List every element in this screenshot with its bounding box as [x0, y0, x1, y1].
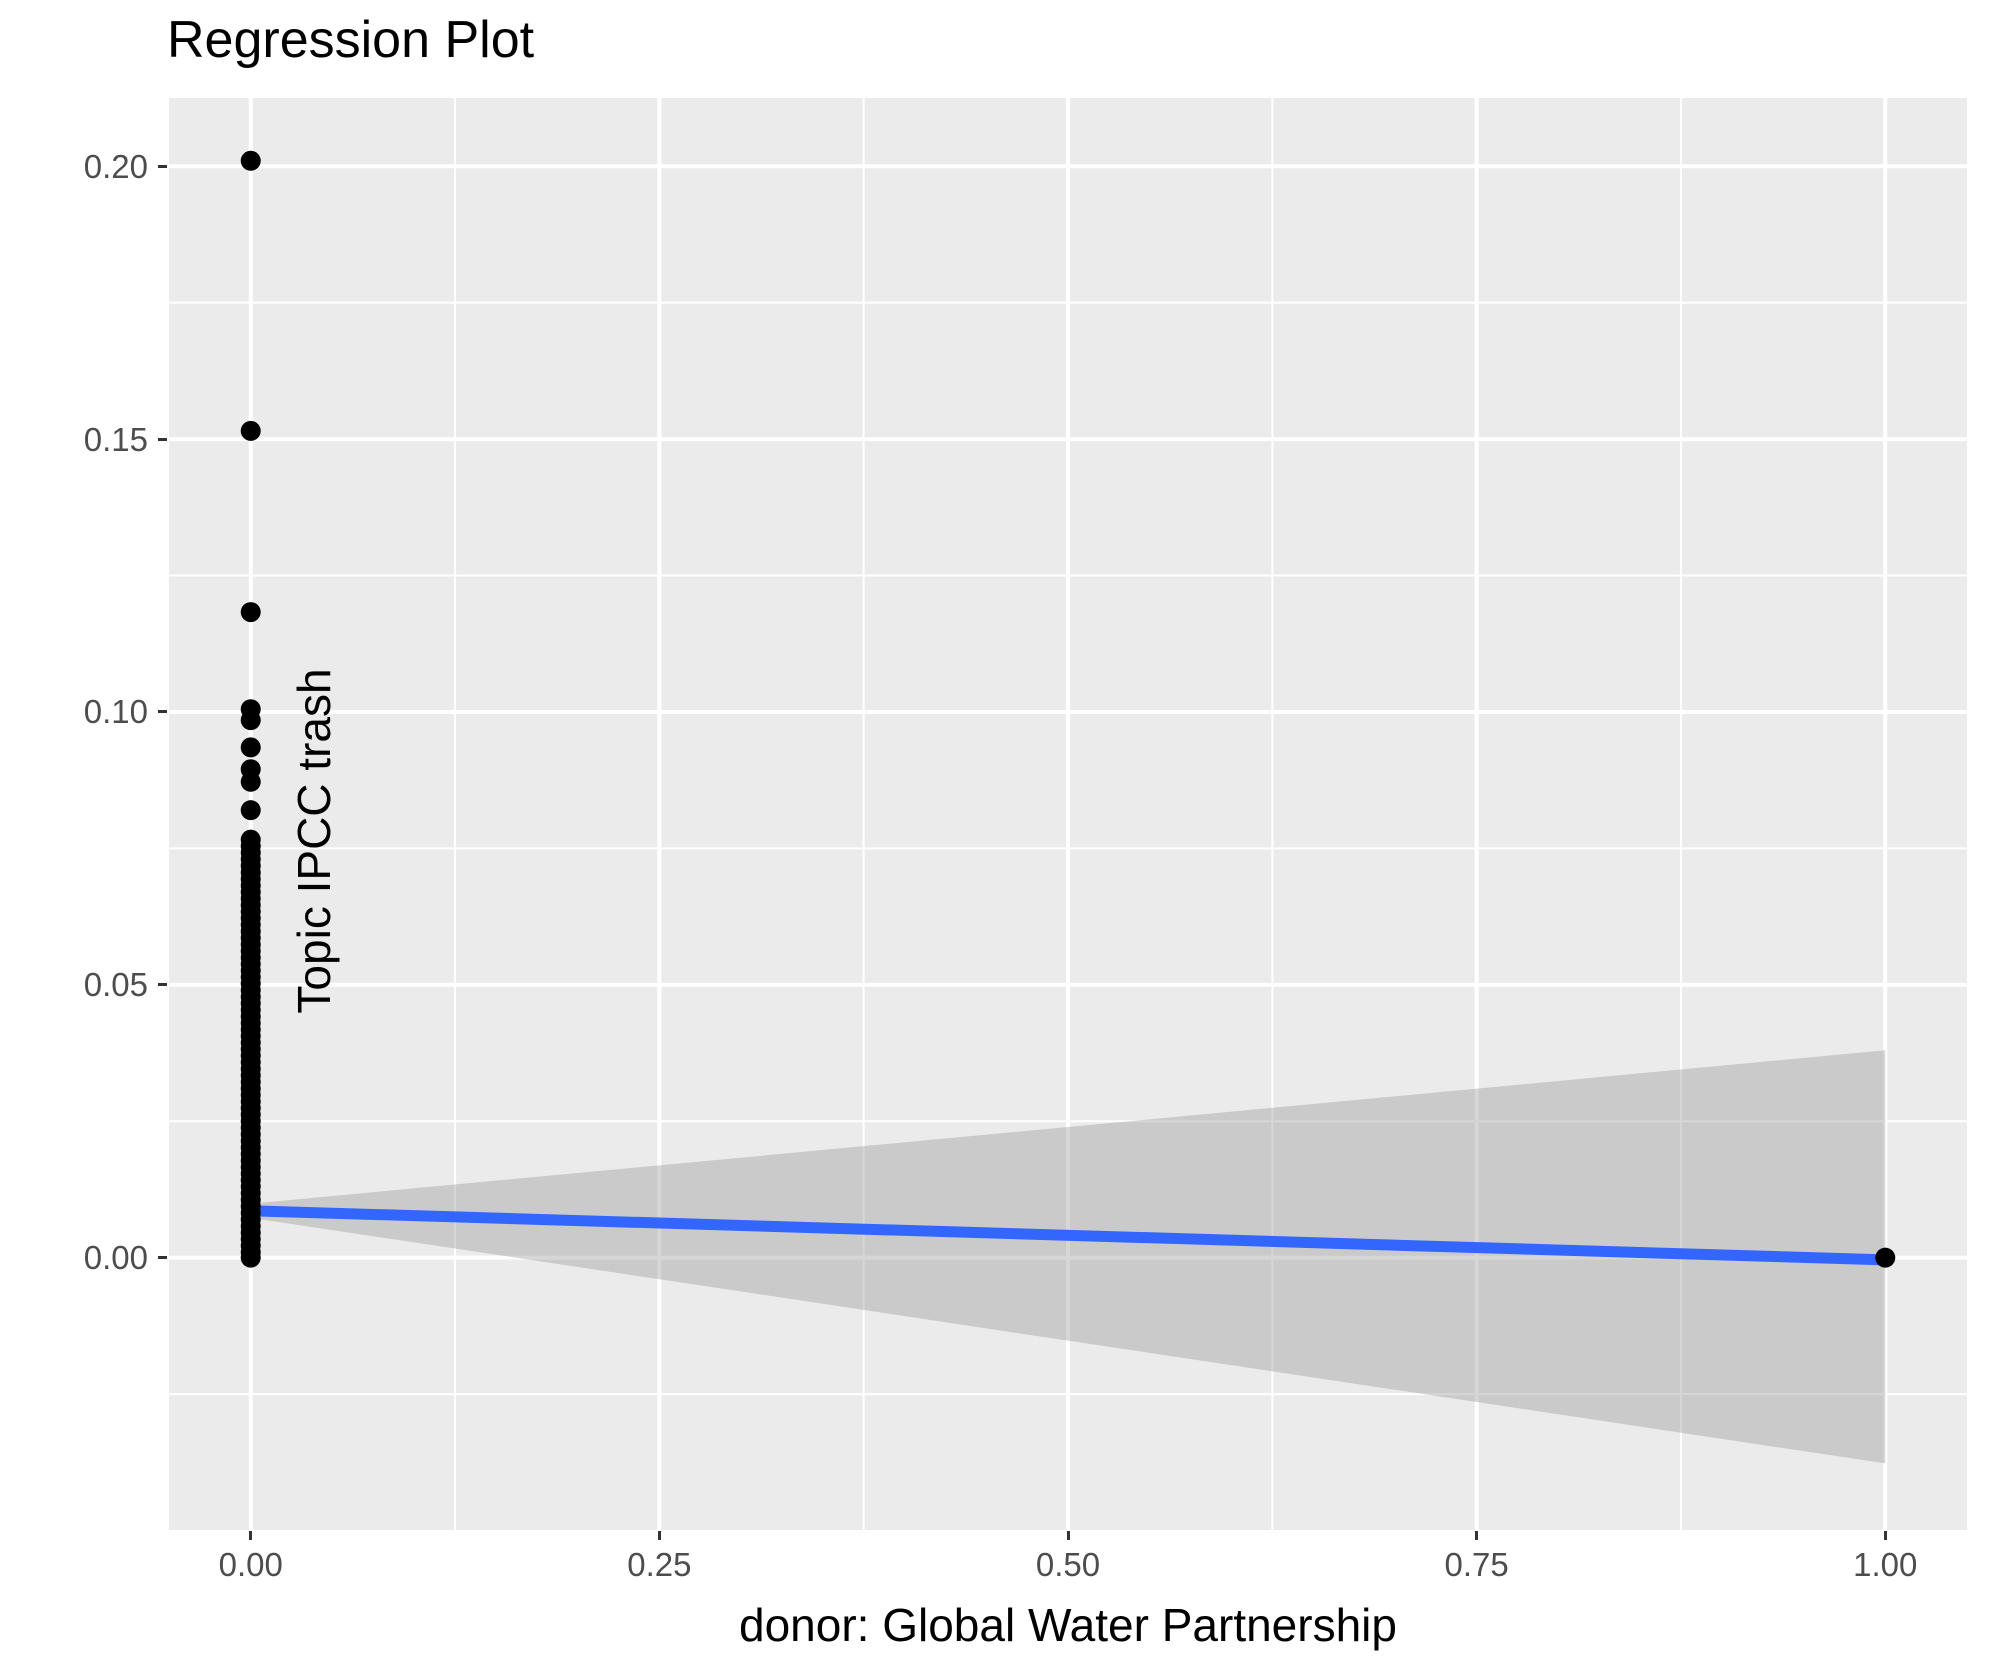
data-point	[240, 602, 261, 623]
chart-canvas	[169, 98, 1967, 1530]
x-tick-label: 0.25	[627, 1546, 692, 1583]
x-tick-mark	[1066, 1531, 1070, 1540]
y-tick-mark	[158, 710, 167, 714]
y-axis-title-text: Topic IPCC trash	[288, 668, 340, 1014]
y-tick-label: 0.20	[83, 147, 148, 185]
x-tick-mark	[657, 1531, 661, 1540]
y-tick-label: 0.05	[83, 966, 148, 1004]
data-point	[240, 420, 261, 441]
y-tick-label: 0.10	[83, 693, 148, 731]
x-tick-mark	[1475, 1531, 1479, 1540]
y-tick-mark	[158, 983, 167, 987]
chart-title: Regression Plot	[167, 11, 535, 69]
y-tick-label: 0.00	[83, 1239, 148, 1277]
data-point	[240, 800, 261, 821]
data-point	[240, 710, 261, 731]
x-tick-label: 0.50	[1035, 1546, 1101, 1583]
y-tick-label: 0.15	[83, 420, 148, 458]
data-point	[240, 737, 261, 758]
data-point	[240, 150, 261, 171]
y-tick-mark	[158, 1256, 167, 1260]
x-tick-label: 0.00	[218, 1546, 283, 1583]
x-axis-title: donor: Global Water Partnership	[739, 1599, 1397, 1651]
plot-panel	[169, 98, 1967, 1530]
x-tick-label: 0.75	[1444, 1546, 1509, 1583]
x-tick-label: 1.00	[1853, 1546, 1918, 1583]
data-point	[240, 771, 261, 792]
x-tick-mark	[249, 1531, 253, 1540]
data-point	[240, 1247, 261, 1268]
y-tick-mark	[158, 164, 167, 168]
confidence-ribbon	[250, 1050, 1886, 1464]
data-point	[1875, 1247, 1896, 1268]
regression-line	[250, 1205, 1886, 1266]
y-tick-mark	[158, 437, 167, 441]
x-tick-mark	[1883, 1531, 1887, 1540]
